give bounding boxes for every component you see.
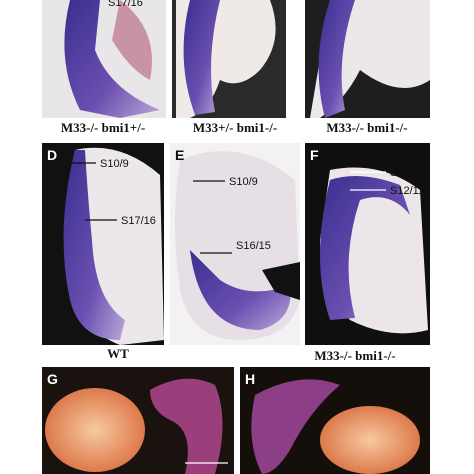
caption: M33+/- bmi1-/- <box>193 120 277 135</box>
embryo <box>64 0 160 118</box>
embryo <box>45 388 145 472</box>
embryo-tail <box>190 250 291 330</box>
annotation: S16/15 <box>236 240 271 252</box>
annotation: S10/9 <box>390 167 419 179</box>
caption: M33-/- bmi1+/- <box>61 120 145 135</box>
embryo <box>320 406 420 474</box>
embryo-tail <box>150 378 223 474</box>
panel-letter: H <box>245 371 255 387</box>
annotation: S17/16 <box>108 0 143 9</box>
caption: WT <box>107 346 129 361</box>
panel-letter: D <box>47 147 57 163</box>
panel-letter: G <box>47 371 58 387</box>
annotation: S10/9 <box>229 176 258 188</box>
embryo-tail <box>251 379 340 474</box>
caption: M33-/- bmi1-/- <box>326 120 407 135</box>
annotation: S12/11 <box>390 185 424 197</box>
row-3: G H <box>42 367 430 474</box>
caption: M33-/- bmi1-/- <box>314 348 395 363</box>
panel-letter: E <box>175 147 184 163</box>
embryo-tail <box>63 150 125 340</box>
background-gap <box>262 262 300 300</box>
annotation: S10/9 <box>100 158 129 170</box>
annotation: S17/16 <box>121 215 156 227</box>
embryo-tail <box>183 0 220 115</box>
row-2: D S10/9 S17/16 E S10/9 S16/15 F S10/9 S1… <box>42 143 430 363</box>
embryo-tail <box>320 176 410 320</box>
embryo-tail <box>318 0 355 118</box>
embryo-region <box>112 0 152 80</box>
panel-letter: F <box>310 147 319 163</box>
row-1: S17/16 M33-/- bmi1+/- M33+/- bmi1-/- M33… <box>42 0 430 135</box>
